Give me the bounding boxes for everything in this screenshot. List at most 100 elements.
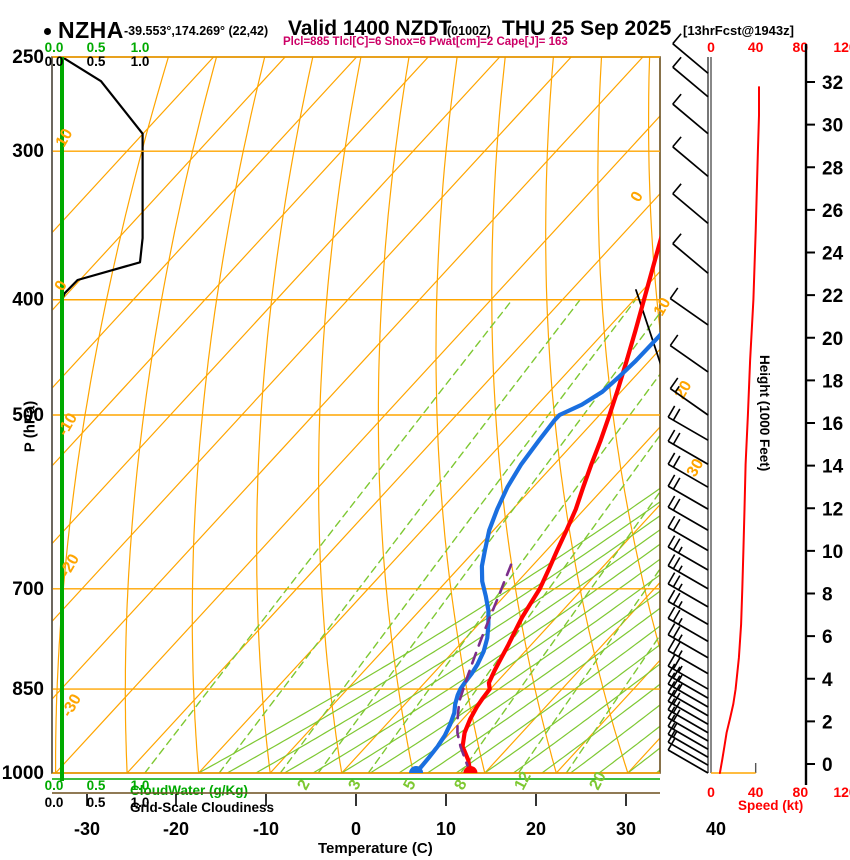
moist-adiabat-line <box>541 683 660 773</box>
temperature-tick-label: -10 <box>253 819 279 839</box>
isotherm-line <box>341 426 660 773</box>
temperature-tick-label: 0 <box>351 819 361 839</box>
cloudwater-tick-label: 0.5 <box>87 40 106 55</box>
speed-tick-label: 40 <box>748 784 764 800</box>
temperature-tick-label: -20 <box>163 819 189 839</box>
station-name: NZHA <box>58 17 124 43</box>
data-boundary-lines <box>635 289 660 366</box>
mixing-ratio-line <box>565 634 660 773</box>
pressure-tick-label: 500 <box>12 405 44 426</box>
mixing-ratio-line <box>517 567 660 773</box>
pressure-tick-label: 250 <box>12 47 44 68</box>
wind-barb <box>669 377 709 416</box>
height-tick-label: 20 <box>822 329 843 350</box>
speed-tick-label: 80 <box>793 784 809 800</box>
station-dot-icon <box>44 28 51 35</box>
cloudiness-tick-label: 1.0 <box>131 795 150 810</box>
station-coordinates: -39.553°,174.269° (22,42) <box>124 24 269 38</box>
moist-adiabat-line <box>426 607 660 773</box>
header-bar: NZHA -39.553°,174.269° (22,42) Valid 140… <box>0 8 850 43</box>
wind-barb <box>667 672 709 708</box>
temperature-tick-label: -30 <box>74 819 100 839</box>
cloudwater-legend-label: CloudWater (g/Kg) <box>130 783 248 798</box>
height-tick-label: 16 <box>822 414 843 435</box>
surface-temperature-marker <box>463 766 478 773</box>
cloudiness-tick-label: 1.0 <box>131 54 150 69</box>
height-tick-label: 10 <box>822 542 843 563</box>
dry-adiabat-line <box>435 57 486 773</box>
isotherm-line <box>52 57 286 312</box>
height-tick-label: 30 <box>822 116 843 137</box>
wind-barb <box>667 638 709 675</box>
dry-adiabat-line <box>256 57 314 773</box>
dry-adiabat-label: 20 <box>672 378 696 402</box>
pressure-tick-label: 850 <box>12 679 44 700</box>
isotherm-line <box>52 57 215 234</box>
wind-barb <box>667 554 709 590</box>
wind-barb <box>667 681 709 717</box>
wind-barb <box>672 33 709 74</box>
cloudwater-tick-label: 0.5 <box>87 778 106 793</box>
sounding-boundary-line <box>635 289 660 366</box>
wind-barb <box>667 623 709 659</box>
wind-barb <box>667 452 709 488</box>
wind-barb <box>667 474 709 510</box>
cloudwater-tick-label: 1.0 <box>131 778 150 793</box>
height-tick-label: 8 <box>822 585 833 606</box>
forecast-age: [13hrFcst@1943z] <box>683 23 794 38</box>
height-tick-label: 4 <box>822 670 833 691</box>
cloudwater-tick-label: 0.0 <box>45 40 64 55</box>
wind-barb <box>667 738 709 774</box>
dry-adiabat-line <box>648 57 660 335</box>
moist-adiabat-line <box>226 501 660 773</box>
dry-adiabat-line <box>698 57 843 773</box>
speed-tick-label: 0 <box>707 39 715 55</box>
height-tick-label: 26 <box>822 201 843 222</box>
height-tick-label: 28 <box>822 158 843 179</box>
mixing-ratio-line <box>367 373 660 773</box>
temperature-tick-label: 20 <box>526 819 546 839</box>
isotherm-line <box>52 57 358 389</box>
wind-barb-column <box>667 33 709 774</box>
wind-barb <box>672 93 709 135</box>
speed-tick-label: 120 <box>833 784 850 800</box>
temperature-tick-label: 30 <box>616 819 636 839</box>
mixing-ratio-line <box>416 434 660 773</box>
speed-tick-label: 80 <box>793 39 809 55</box>
cloudiness-legend-label: Grid-Scale Cloudiness <box>130 800 275 815</box>
temperature-axis-label: Temperature (C) <box>318 840 433 857</box>
wind-barb <box>667 606 709 643</box>
valid-time-utc: (0100Z) <box>447 24 491 38</box>
wind-barb <box>672 233 709 274</box>
height-axis-label: Height (1000 Feet) <box>757 355 772 472</box>
mixing-ratio-label: 20 <box>587 769 610 793</box>
moist-adiabat-line <box>484 643 660 773</box>
dry-adiabat-line <box>124 57 218 773</box>
height-tick-label: 14 <box>822 457 844 478</box>
dry-adiabat-label: 10 <box>53 126 77 150</box>
cloudwater-tick-label: 0.0 <box>45 778 64 793</box>
dry-adiabat-line <box>377 57 414 773</box>
speed-tick-label: 40 <box>748 39 764 55</box>
mixing-ratio-line <box>317 311 660 773</box>
wind-barb <box>667 663 709 699</box>
valid-time: Valid 1400 NZDT <box>288 17 452 40</box>
pressure-tick-label: 400 <box>12 290 44 311</box>
speed-tick-label: 120 <box>833 39 850 55</box>
cloudiness-tick-label: 0.5 <box>87 54 106 69</box>
speed-axis-label: Speed (kt) <box>738 798 804 813</box>
cloudiness-tick-label: 0.0 <box>45 54 64 69</box>
moist-adiabat-line <box>198 487 660 773</box>
height-tick-label: 22 <box>822 286 843 307</box>
dry-adiabat-line <box>55 57 169 773</box>
dry-adiabat-line <box>842 57 850 773</box>
cloudiness-tick-label: 0.5 <box>87 795 106 810</box>
wind-barb <box>667 589 709 626</box>
moist-adiabat-line <box>398 590 660 773</box>
wind-barb <box>669 287 709 326</box>
moist-adiabat-line <box>455 625 660 773</box>
dry-adiabat-line <box>597 57 660 652</box>
pressure-tick-label: 300 <box>12 141 44 162</box>
